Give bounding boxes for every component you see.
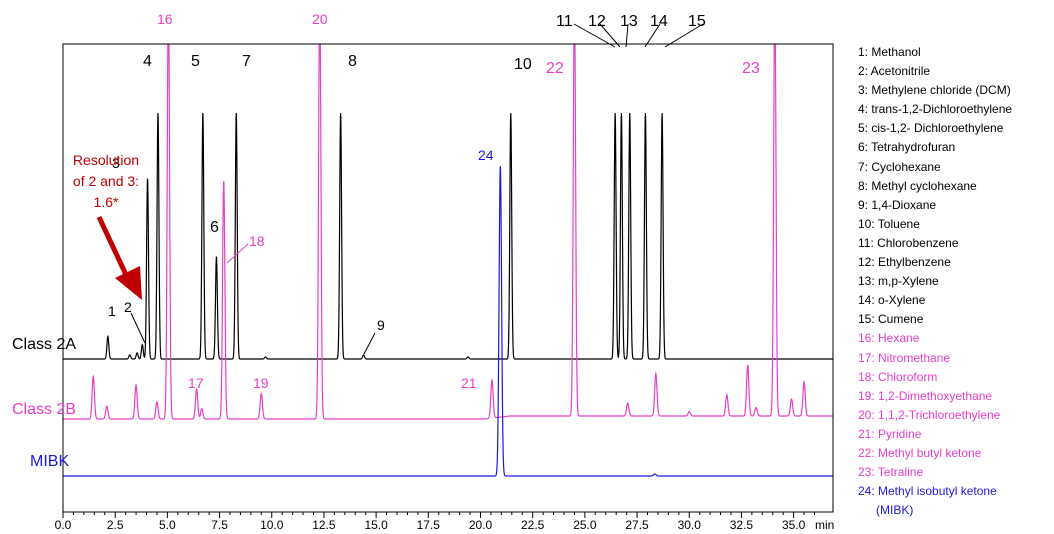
peak-label-17: 17: [188, 375, 204, 391]
x-tick-label: 20.0: [469, 518, 493, 532]
annotation-arrow-head: [115, 266, 142, 300]
legend-item: 4: trans-1,2-Dichloroethylene: [858, 102, 1013, 117]
x-tick-label: 35.0: [782, 518, 806, 532]
peak-label-1: 1: [108, 303, 116, 319]
peak-label-6: 6: [210, 219, 219, 236]
trace-class-2a: [63, 112, 833, 360]
legend-item: 9: 1,4-Dioxane: [858, 197, 937, 212]
peak-label-5: 5: [191, 53, 200, 70]
peak-label-13: 13: [620, 13, 638, 30]
legend-item: 24: Methyl isobutyl ketone: [858, 484, 997, 499]
peak-leader-line: [573, 23, 616, 48]
legend-item: 14: o-Xylene: [858, 293, 926, 308]
peak-label-18: 18: [249, 233, 265, 249]
annotation-line-1: Resolution: [73, 152, 139, 168]
peak-label-4: 4: [143, 53, 152, 70]
legend-item: 5: cis-1,2- Dichloroethylene: [858, 121, 1004, 136]
peak-label-24: 24: [478, 147, 494, 163]
legend-item: 7: Cyclohexane: [858, 159, 941, 174]
legend-item: 2: Acetonitrile: [858, 64, 931, 79]
annotation-line-3: 1.6*: [94, 194, 119, 210]
legend-item: 23: Tetraline: [858, 465, 924, 480]
legend-item: 16: Hexane: [858, 331, 920, 346]
legend-item: 1: Methanol: [858, 45, 921, 59]
peak-label-19: 19: [253, 375, 269, 391]
peak-leader-line: [599, 23, 621, 48]
legend-item: 11: Chlorobenzene: [858, 235, 959, 250]
legend-item: 13: m,p-Xylene: [858, 274, 939, 289]
peak-leader-line: [226, 243, 249, 264]
legend-item: 8: Methyl cyclohexane: [858, 178, 977, 193]
x-tick-label: 7.5: [211, 518, 228, 532]
peak-label-10: 10: [514, 56, 532, 73]
peak-label-22: 22: [546, 60, 564, 77]
peak-label-16: 16: [157, 11, 173, 27]
legend-item: 21: Pyridine: [858, 426, 922, 441]
x-tick-label: 15.0: [364, 518, 388, 532]
peak-label-15: 15: [688, 13, 706, 30]
series-label-class2a: Class 2A: [12, 336, 76, 353]
x-tick-label: 10.0: [260, 518, 284, 532]
x-tick-label: 2.5: [107, 518, 124, 532]
peak-label-11: 11: [556, 13, 573, 30]
peak-label-8: 8: [348, 53, 357, 70]
x-axis: 0.0 2.5 5.0 7.5 10.0 12.5 15.0 17.5 20.0 22.5 25.0…: [55, 511, 834, 532]
legend-item: 3: Methylene chloride (DCM): [858, 83, 1011, 98]
annotation-line-2: of 2 and 3:: [73, 173, 139, 189]
peak-label-23: 23: [742, 60, 760, 77]
legend-item: 18: Chloroform: [858, 369, 938, 384]
trace-class-2b: [63, 44, 833, 420]
x-tick-label: 17.5: [417, 518, 441, 532]
peak-label-9: 9: [377, 317, 385, 333]
x-tick-label: 5.0: [159, 518, 176, 532]
peak-label-7: 7: [242, 53, 251, 70]
x-tick-label: 12.5: [312, 518, 336, 532]
peak-leader-line: [130, 312, 146, 344]
peak-label-14: 14: [650, 13, 668, 30]
x-tick-label: 22.5: [521, 518, 545, 532]
x-axis-unit: min: [815, 518, 834, 532]
legend-item: 12: Ethylbenzene: [858, 255, 951, 270]
peak-leader-line: [363, 332, 376, 355]
series-label-class2b: Class 2B: [12, 401, 76, 418]
x-tick-label: 27.5: [625, 518, 649, 532]
annotation-arrow-shaft: [96, 215, 131, 281]
legend-item: 6: Tetrahydrofuran: [858, 140, 956, 155]
chromatogram-traces: [63, 44, 833, 477]
x-tick-label: 32.5: [730, 518, 754, 532]
peak-label-2: 2: [124, 299, 132, 315]
legend-item: (MIBK): [876, 503, 914, 518]
trace-mibk: [63, 165, 833, 477]
legend-item: 17: Nitromethane: [858, 350, 951, 365]
x-tick-label: 0.0: [55, 518, 72, 532]
legend-item: 19: 1,2-Dimethoxyethane: [858, 388, 993, 403]
peak-label-21: 21: [461, 375, 477, 391]
peak-leader-line: [644, 23, 661, 48]
legend-item: 20: 1,1,2-Trichloroethylene: [858, 407, 1001, 422]
x-tick-label: 25.0: [573, 518, 597, 532]
series-label-mibk: MIBK: [30, 453, 69, 470]
legend-item: 22: Methyl butyl ketone: [858, 445, 982, 460]
legend-item: 15: Cumene: [858, 312, 924, 327]
peak-leader-line: [625, 23, 629, 48]
peak-label-3: 3: [112, 155, 120, 171]
plot-frame: [62, 43, 834, 513]
peak-label-20: 20: [312, 11, 328, 27]
resolution-annotation: Resolution of 2 and 3: 1.6*: [73, 152, 142, 300]
legend-item: 10: Toluene: [858, 216, 920, 231]
legend: 1: Methanol 2: Acetonitrile 3: Methylene c…: [858, 43, 1054, 520]
x-tick-label: 30.0: [678, 518, 702, 532]
peak-leader-line: [664, 23, 704, 48]
